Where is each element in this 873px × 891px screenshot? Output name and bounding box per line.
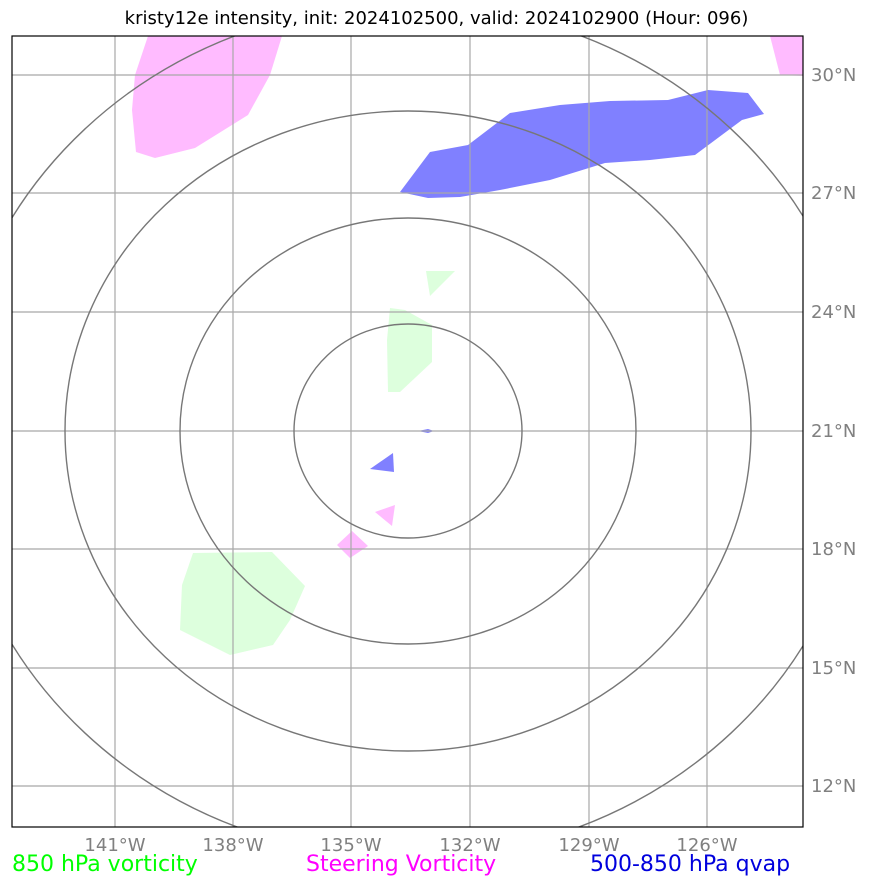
range-ring-3 <box>64 110 752 752</box>
lon-label: 129°W <box>558 835 619 856</box>
lon-label: 141°W <box>84 835 145 856</box>
range-ring-2 <box>179 217 637 645</box>
plot-frame <box>11 35 804 828</box>
lat-label: 21°N <box>811 421 856 442</box>
vorticity-850-region-southwest <box>180 552 305 655</box>
lat-label: 12°N <box>811 776 856 797</box>
qvap-small-1 <box>370 453 394 472</box>
latitude-gridlines <box>12 74 803 787</box>
steering-vorticity-region-northeast <box>770 36 803 76</box>
vorticity-850-region-small <box>426 271 455 296</box>
lat-label: 15°N <box>811 658 856 679</box>
lat-label: 30°N <box>811 65 856 86</box>
lon-label: 132°W <box>439 835 500 856</box>
legend-steering-vorticity: Steering Vorticity <box>306 852 497 877</box>
steering-vorticity-small-1 <box>375 505 395 526</box>
lon-label: 126°W <box>676 835 737 856</box>
latitude-labels: 30°N 27°N 24°N 21°N 18°N 15°N 12°N <box>811 65 856 797</box>
range-rings <box>12 36 803 827</box>
map-title: kristy12e intensity, init: 2024102500, v… <box>124 8 749 29</box>
lat-label: 27°N <box>811 183 856 204</box>
legend-850-vorticity: 850 hPa vorticity <box>12 852 198 877</box>
lon-label: 135°W <box>320 835 381 856</box>
qvap-region-northeast <box>400 90 764 198</box>
legend-qvap: 500-850 hPa qvap <box>590 852 791 877</box>
vorticity-850-region-central <box>387 308 432 392</box>
lat-label: 24°N <box>811 302 856 323</box>
lon-label: 138°W <box>202 835 263 856</box>
steering-vorticity-small-2 <box>337 531 368 558</box>
longitude-labels: 141°W 138°W 135°W 132°W 129°W 126°W <box>84 835 737 856</box>
range-ring-1 <box>293 323 523 539</box>
lat-label: 18°N <box>811 539 856 560</box>
